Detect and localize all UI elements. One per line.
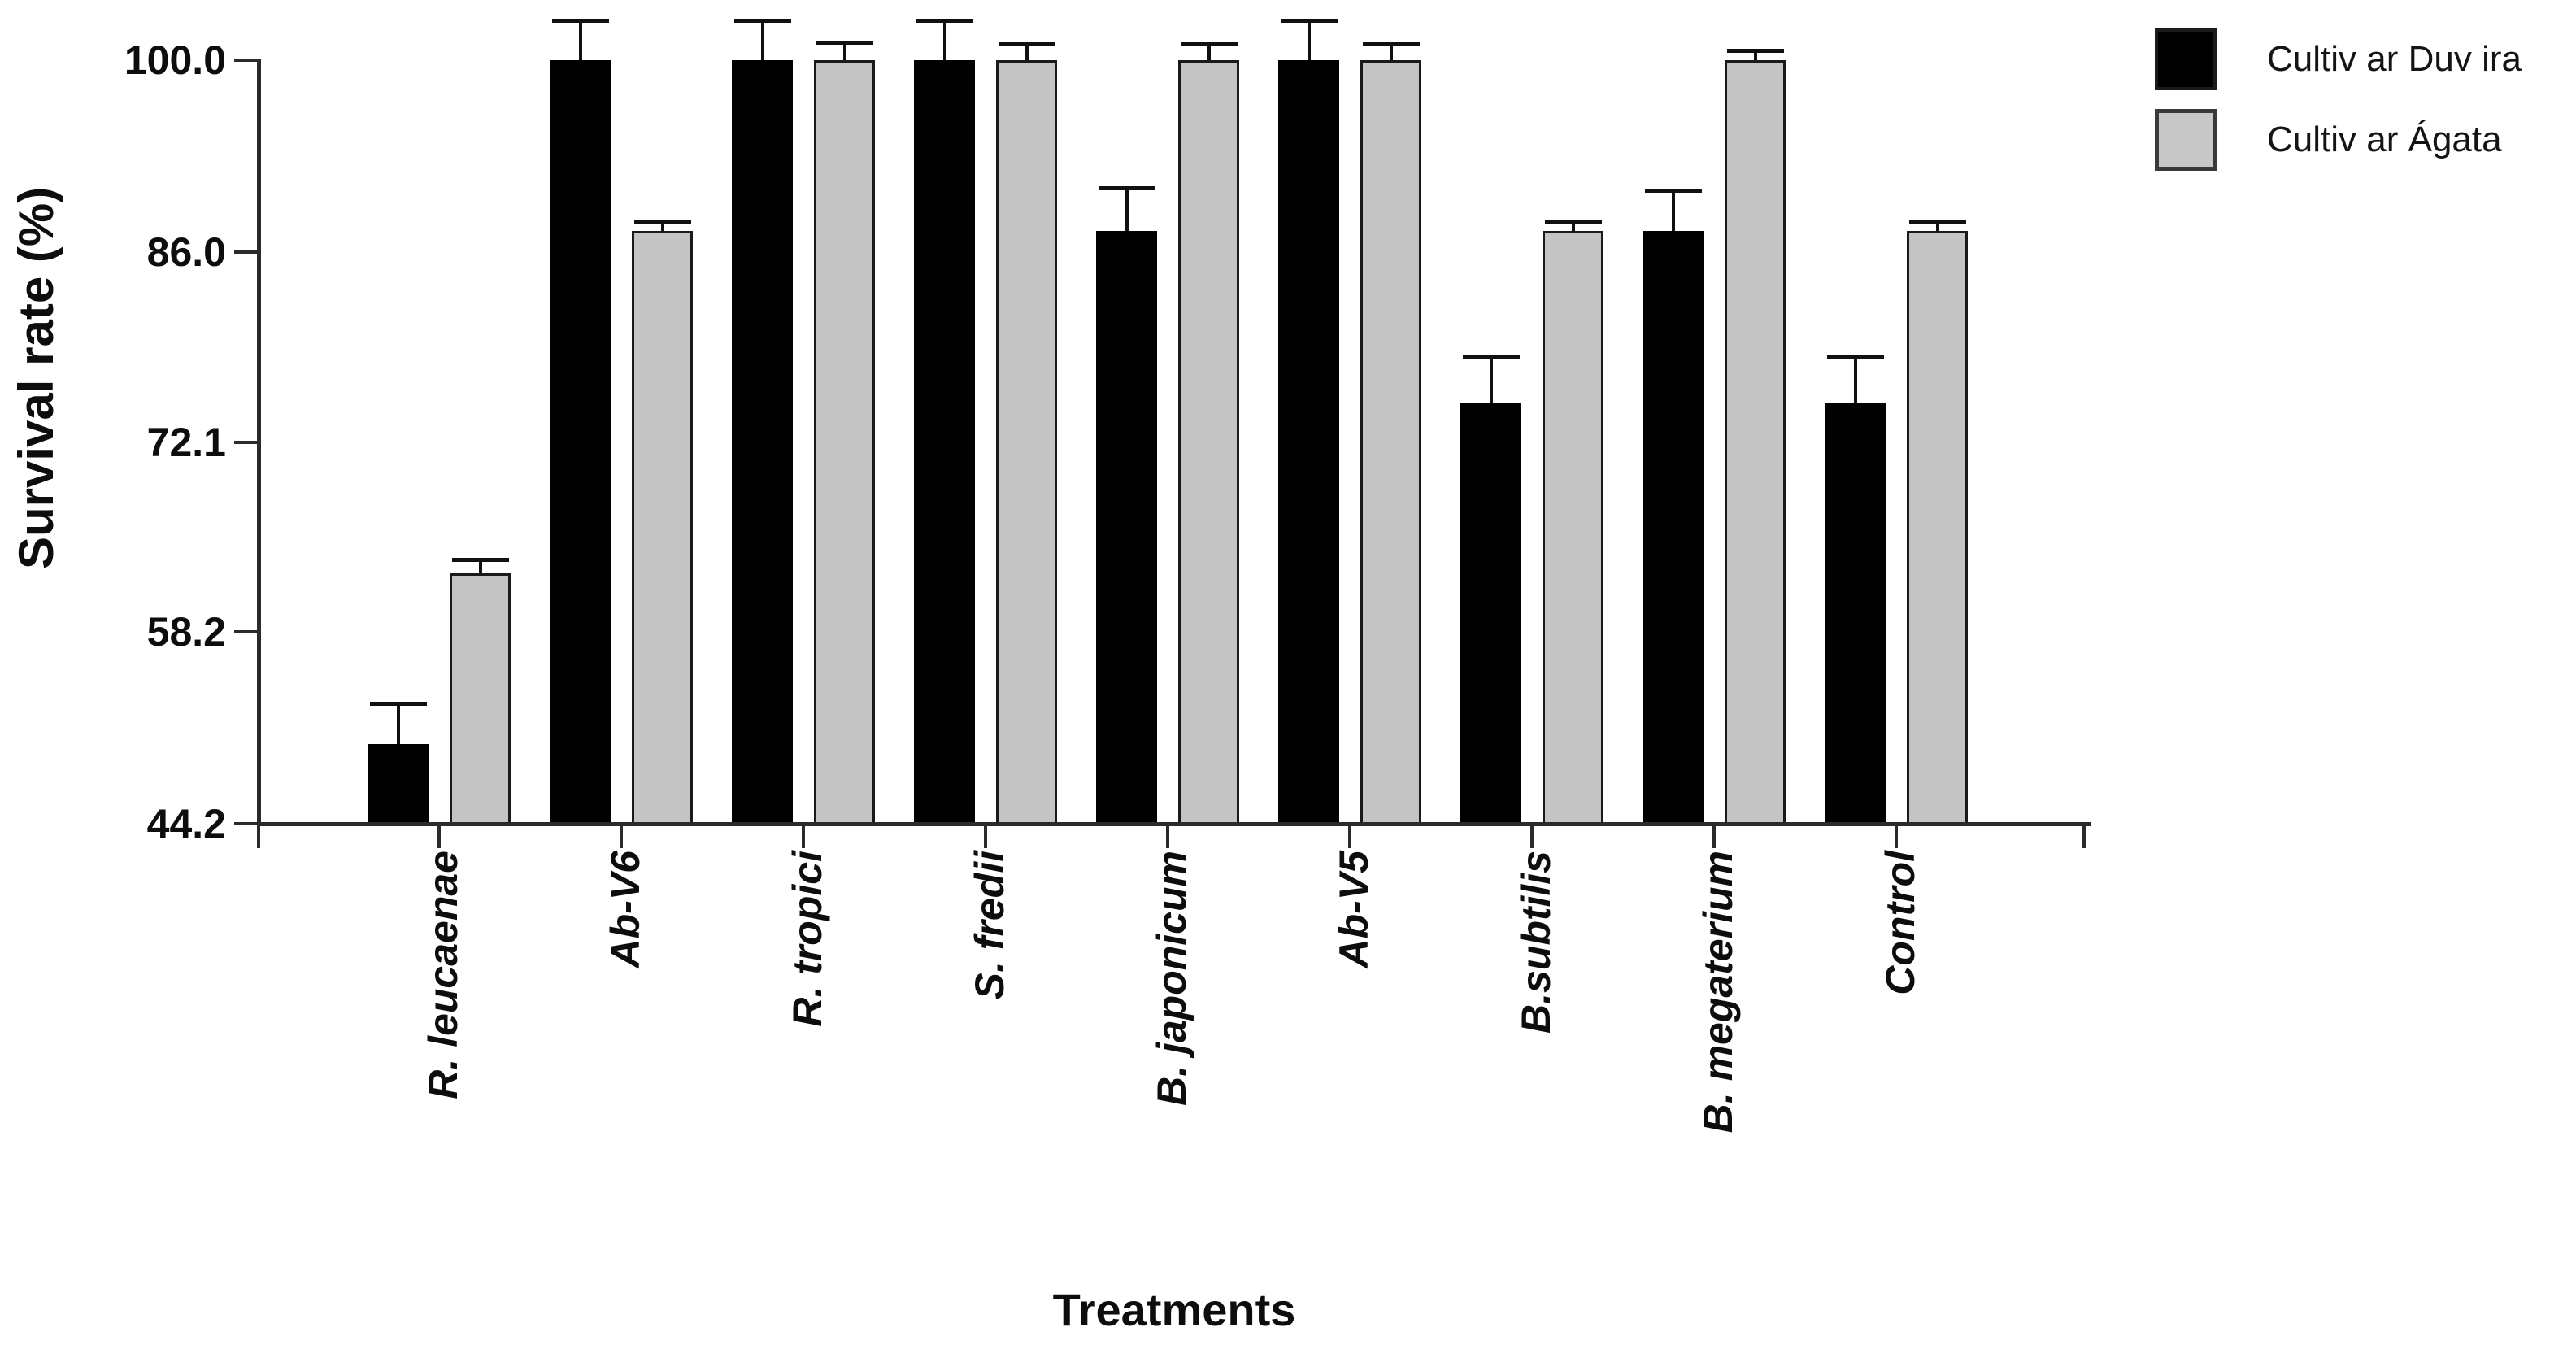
error-cap [633, 220, 691, 224]
category-label-6: Ab-V5 [1331, 851, 1377, 968]
legend-label-agata: Cultiv ar Ágata [2267, 120, 2502, 159]
x-tick [1348, 825, 1351, 848]
error-cap [1362, 41, 1420, 46]
legend-item-duvira: Cultiv ar Duv ira [2155, 26, 2522, 93]
y-tick [234, 250, 259, 254]
bar-duvira-7 [1460, 402, 1521, 826]
error-whisker [478, 559, 482, 574]
error-cap [998, 41, 1055, 46]
x-tick [2082, 825, 2086, 848]
bar-agata-4 [996, 60, 1057, 826]
bar-duvira-1 [368, 744, 429, 826]
error-cap [1180, 41, 1238, 46]
bar-agata-9 [1907, 231, 1968, 826]
error-cap [1462, 355, 1520, 360]
y-axis-line [257, 59, 261, 825]
legend-item-agata: Cultiv ar Ágata [2155, 107, 2502, 173]
error-cap [551, 19, 609, 24]
error-cap [816, 41, 873, 46]
bar-agata-8 [1725, 60, 1786, 826]
category-label-4: S. fredii [967, 851, 1012, 1000]
bar-agata-5 [1178, 60, 1239, 826]
error-whisker [1571, 221, 1575, 232]
legend-label-duvira: Cultiv ar Duv ira [2267, 39, 2522, 79]
category-label-7: B.subtilis [1513, 851, 1559, 1034]
y-tick-label: 100.0 [124, 37, 226, 83]
error-whisker [1307, 20, 1311, 60]
y-tick [234, 822, 259, 825]
error-whisker [1125, 187, 1129, 232]
bar-duvira-2 [550, 60, 611, 826]
error-cap [916, 19, 973, 24]
error-whisker [1389, 43, 1393, 60]
y-tick-label: 72.1 [146, 419, 226, 465]
error-cap [1644, 188, 1702, 193]
error-cap [1726, 49, 1784, 54]
category-label-9: Control [1878, 851, 1923, 995]
error-cap [1908, 220, 1966, 224]
error-cap [1280, 19, 1338, 24]
x-tick [984, 825, 987, 848]
error-cap [451, 558, 509, 563]
category-label-8: B. megaterium [1695, 851, 1741, 1134]
bar-duvira-6 [1278, 60, 1339, 826]
error-whisker [1753, 50, 1757, 60]
y-axis-title: Survival rate (%) [9, 186, 63, 569]
error-cap [1098, 185, 1155, 190]
bar-agata-3 [814, 60, 875, 826]
y-tick-label: 86.0 [146, 229, 226, 275]
x-tick [437, 825, 441, 848]
error-cap [733, 19, 791, 24]
error-whisker [760, 20, 764, 60]
bar-agata-6 [1360, 60, 1421, 826]
category-label-3: R. tropici [785, 851, 830, 1027]
y-tick [234, 440, 259, 444]
y-tick [234, 630, 259, 634]
bar-agata-2 [632, 231, 693, 826]
error-whisker [1935, 221, 1939, 232]
error-cap [369, 701, 427, 706]
x-axis-line [257, 822, 2091, 826]
bar-duvira-5 [1096, 231, 1157, 826]
error-whisker [1853, 357, 1857, 403]
error-whisker [1489, 357, 1493, 403]
x-tick [1895, 825, 1898, 848]
bar-duvira-4 [914, 60, 975, 826]
error-whisker [1207, 43, 1211, 60]
x-axis-title: Treatments [1052, 1284, 1296, 1335]
category-label-2: Ab-V6 [603, 851, 648, 968]
x-tick [257, 825, 260, 848]
bar-duvira-3 [732, 60, 793, 826]
x-tick [1530, 825, 1534, 848]
error-whisker [660, 221, 664, 232]
category-label-1: R. leucaenae [420, 851, 466, 1099]
error-whisker [1671, 189, 1675, 232]
error-whisker [1025, 43, 1029, 60]
bar-duvira-8 [1643, 231, 1704, 826]
error-cap [1826, 355, 1884, 360]
x-tick [620, 825, 623, 848]
error-cap [1544, 220, 1602, 224]
error-whisker [396, 703, 400, 745]
x-tick [802, 825, 805, 848]
bar-duvira-9 [1825, 402, 1886, 826]
error-whisker [578, 20, 582, 60]
y-tick-label: 44.2 [146, 801, 226, 847]
x-tick [1712, 825, 1716, 848]
legend-swatch-duvira-icon [2155, 28, 2217, 90]
error-whisker [942, 20, 946, 60]
y-tick [234, 59, 259, 62]
legend-swatch-agata-icon [2155, 109, 2217, 171]
error-whisker [842, 42, 846, 60]
bar-agata-7 [1543, 231, 1603, 826]
bar-agata-1 [450, 573, 511, 826]
x-tick [1166, 825, 1169, 848]
category-label-5: B. japonicum [1149, 851, 1194, 1106]
y-tick-label: 58.2 [146, 609, 226, 655]
